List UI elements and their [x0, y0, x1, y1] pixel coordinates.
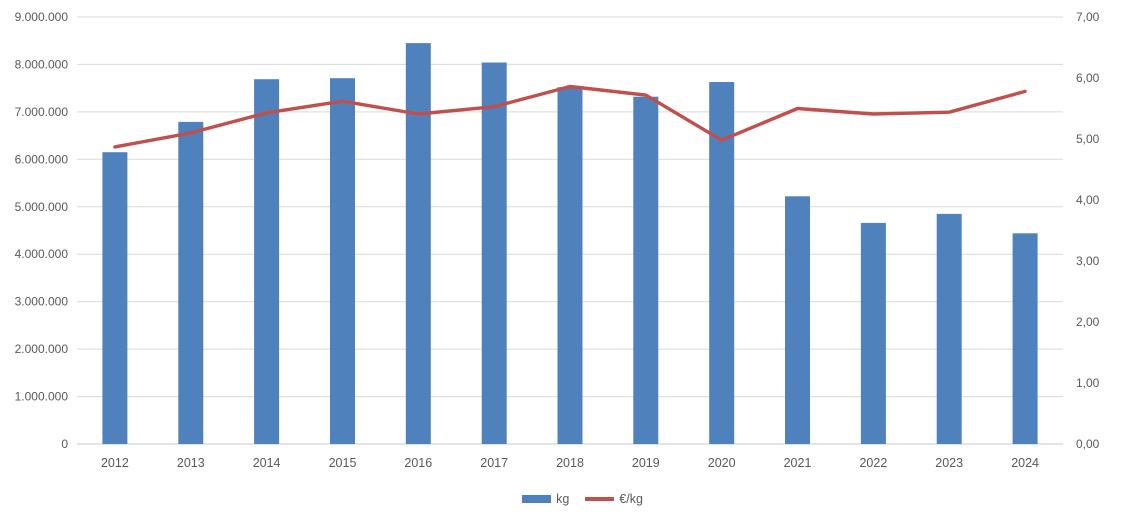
- chart-legend: kg €/kg: [0, 492, 1129, 506]
- bar-2021: [785, 196, 810, 444]
- x-axis-tick-label: 2015: [329, 456, 357, 470]
- legend-label-kg: kg: [556, 492, 570, 506]
- eur-per-kg-legend-swatch: [585, 497, 615, 501]
- left-axis-tick-label: 2.000.000: [15, 342, 69, 356]
- left-axis-tick-label: 8.000.000: [15, 57, 69, 71]
- right-axis-tick-label: 3,00: [1076, 254, 1100, 268]
- bar-2024: [1012, 233, 1038, 444]
- x-axis-tick-label: 2022: [859, 456, 887, 470]
- x-axis-tick-label: 2020: [708, 456, 736, 470]
- bar-2014: [254, 79, 280, 444]
- right-axis-tick-label: 5,00: [1076, 132, 1100, 146]
- x-axis-tick-label: 2016: [404, 456, 432, 470]
- right-axis-tick-label: 4,00: [1076, 193, 1100, 207]
- left-axis-tick-label: 3.000.000: [15, 295, 69, 309]
- bar-2016: [405, 43, 431, 444]
- bar-2012: [102, 152, 128, 444]
- bar-2013: [178, 121, 204, 445]
- left-axis-tick-label: 0: [61, 437, 68, 451]
- x-axis-tick-label: 2017: [480, 456, 508, 470]
- x-axis-tick-label: 2012: [101, 456, 129, 470]
- x-axis-tick-label: 2014: [253, 456, 281, 470]
- bar-2022: [860, 222, 886, 444]
- right-axis-tick-label: 6,00: [1076, 71, 1100, 85]
- left-axis-tick-label: 6.000.000: [15, 152, 69, 166]
- x-axis-tick-label: 2019: [632, 456, 660, 470]
- bar-2020: [709, 82, 735, 444]
- x-axis-tick-label: 2021: [784, 456, 812, 470]
- left-axis-tick-label: 5.000.000: [15, 200, 69, 214]
- x-axis-tick-label: 2024: [1011, 456, 1039, 470]
- legend-label-eur-per-kg: €/kg: [619, 492, 643, 506]
- left-axis-tick-label: 7.000.000: [15, 105, 69, 119]
- kg-legend-swatch: [522, 495, 552, 503]
- right-axis-tick-label: 7,00: [1076, 10, 1100, 24]
- bar-2017: [481, 62, 507, 444]
- bar-2015: [330, 78, 355, 444]
- right-axis-tick-label: 0,00: [1076, 437, 1100, 451]
- left-axis-tick-label: 9.000.000: [15, 10, 69, 24]
- right-axis-tick-label: 2,00: [1076, 315, 1100, 329]
- left-axis-tick-label: 1.000.000: [15, 390, 69, 404]
- x-axis-tick-label: 2013: [177, 456, 205, 470]
- legend-item-eur-per-kg: €/kg: [585, 492, 643, 506]
- x-axis-tick-label: 2023: [935, 456, 963, 470]
- eur-per-kg-line: [113, 84, 1027, 149]
- right-axis-tick-label: 1,00: [1076, 376, 1100, 390]
- x-axis-tick-label: 2018: [556, 456, 584, 470]
- bar-2019: [633, 96, 659, 444]
- bar-2023: [936, 213, 962, 444]
- bar-2018: [557, 87, 583, 444]
- legend-item-kg: kg: [522, 492, 569, 506]
- left-axis-tick-label: 4.000.000: [15, 247, 69, 261]
